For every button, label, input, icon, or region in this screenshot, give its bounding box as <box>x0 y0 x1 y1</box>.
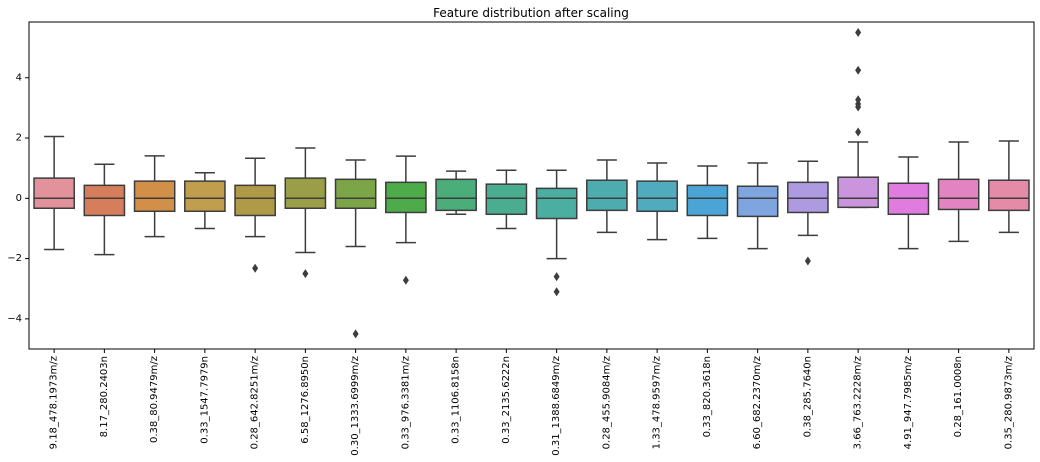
box-iqr <box>837 176 879 209</box>
boxes-layer <box>33 28 1030 339</box>
outlier-point <box>855 95 862 105</box>
outlier-point <box>352 329 359 339</box>
box-group <box>837 28 879 209</box>
box-iqr <box>686 184 729 217</box>
x-tick-label: 0.30_1333.6999m/z <box>350 356 361 456</box>
box-iqr <box>937 178 980 211</box>
box-iqr <box>184 180 226 213</box>
x-tick-label: 1.33_478.9597m/z <box>652 356 663 449</box>
x-tick-label: 8.17_280.2403n <box>99 356 110 437</box>
box-group <box>937 141 980 243</box>
x-tick-label: 6.60_682.2370m/z <box>752 356 763 449</box>
x-tick-label: 0.35_280.9873m/z <box>1003 356 1014 449</box>
box-group <box>83 163 126 256</box>
x-tick-label: 6.58_1276.8950n <box>300 356 311 444</box>
box-group <box>334 159 377 339</box>
outlier-point <box>302 269 309 279</box>
chart-title: Feature distribution after scaling <box>433 6 629 20</box>
box-group <box>787 160 829 266</box>
x-tick-label: 0.28_642.8251m/z <box>250 356 261 449</box>
x-tick-label: 3.66_763.2228m/z <box>853 356 864 449</box>
box-group <box>385 155 427 285</box>
x-tick-label: 0.33_1547.7979n <box>199 356 210 444</box>
box-group <box>636 162 678 241</box>
outlier-point <box>402 275 409 285</box>
outlier-point <box>855 127 862 137</box>
x-tick-label: 9.18_478.1973m/z <box>49 356 60 449</box>
box-group <box>586 159 628 234</box>
outlier-point <box>252 263 259 273</box>
box-iqr <box>435 178 477 212</box>
x-tick-label: 0.38_285.7640n <box>802 356 813 437</box>
box-group <box>284 147 327 279</box>
y-tick-label: −2 <box>7 253 22 264</box>
x-tick-label: 0.38_80.9479m/z <box>149 356 160 443</box>
x-tick-label: 4.91_947.7985m/z <box>903 356 914 449</box>
y-tick-label: −4 <box>7 313 22 324</box>
box-group <box>535 169 578 297</box>
outlier-point <box>855 65 862 75</box>
box-iqr <box>284 177 327 210</box>
x-tick-label: 0.28_161.0008n <box>953 356 964 437</box>
box-iqr <box>334 178 377 210</box>
box-group <box>736 162 779 250</box>
x-tick-label: 0.33_2135.6222n <box>501 356 512 444</box>
outlier-point <box>855 28 862 38</box>
outlier-point <box>553 287 560 297</box>
box-group <box>435 170 477 216</box>
box-iqr <box>33 177 75 210</box>
box-group <box>133 155 176 238</box>
box-group <box>686 165 729 240</box>
box-iqr <box>385 181 427 214</box>
y-axis: −4 −2 0 2 4 <box>7 72 29 324</box>
box-group <box>33 135 75 251</box>
box-iqr <box>83 184 126 217</box>
box-iqr <box>485 183 528 216</box>
x-tick-label: 0.33_1106.8158n <box>451 356 462 444</box>
box-group <box>234 157 276 273</box>
y-tick-label: 2 <box>16 133 22 144</box>
x-tick-label: 0.33_820.3618n <box>702 356 713 437</box>
box-iqr <box>988 179 1030 212</box>
plot-frame <box>28 21 1035 350</box>
box-iqr <box>586 179 628 212</box>
box-iqr <box>535 187 578 220</box>
box-group <box>184 171 226 230</box>
outlier-point <box>804 256 811 266</box>
box-iqr <box>133 180 176 213</box>
box-group <box>485 169 528 230</box>
box-iqr <box>736 185 779 218</box>
x-tick-label: 0.31_1388.6849m/z <box>551 356 562 456</box>
box-iqr <box>636 180 678 213</box>
y-tick-label: 0 <box>16 193 22 204</box>
x-tick-label: 0.33_976.3381m/z <box>400 356 411 449</box>
box-iqr <box>234 184 276 217</box>
x-axis: 9.18_478.1973m/z 8.17_280.2403n 0.38_80.94… <box>49 349 1014 456</box>
x-tick-label: 0.28_455.9084m/z <box>601 356 612 449</box>
y-tick-label: 4 <box>16 72 22 83</box>
box-group <box>988 140 1030 234</box>
box-group <box>887 156 930 250</box>
box-iqr <box>787 181 829 214</box>
outlier-point <box>553 272 560 282</box>
